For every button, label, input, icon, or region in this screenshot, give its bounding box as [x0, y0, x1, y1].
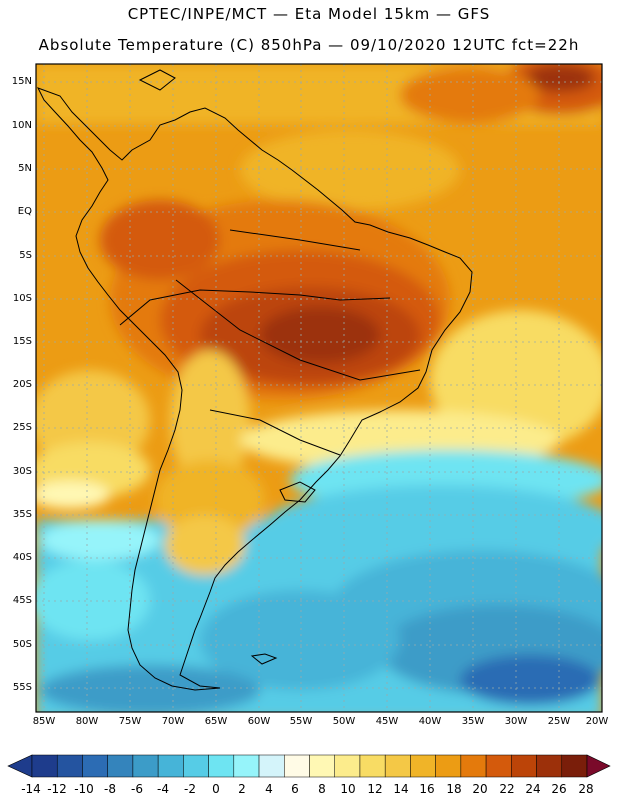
lat-label: 35S: [12, 509, 32, 520]
lat-label: 5S: [19, 250, 32, 261]
colorbar-cell: [309, 754, 335, 778]
colorbar-cell: [82, 754, 108, 778]
colorbar-label: 16: [419, 782, 435, 796]
lat-label: 5N: [18, 163, 32, 174]
colorbar-label: 14: [393, 782, 409, 796]
graticule: [36, 64, 602, 712]
colorbar-label: 12: [367, 782, 383, 796]
colorbar-label: -2: [184, 782, 196, 796]
colorbar-cell: [511, 754, 537, 778]
colorbar-label: 10: [340, 782, 356, 796]
colorbar-cell: [384, 754, 411, 778]
lat-label: EQ: [17, 206, 32, 217]
lat-label: 20S: [12, 379, 32, 390]
colorbar-cell: [359, 754, 386, 778]
colorbar-label: -12: [47, 782, 67, 796]
lon-label: 35W: [461, 716, 485, 727]
colorbar-cell: [233, 754, 260, 778]
coastlines: [36, 69, 473, 691]
lon-label: 40W: [418, 716, 442, 727]
colorbar-label: 8: [318, 782, 326, 796]
temperature-field: [36, 64, 602, 712]
lon-label: 60W: [247, 716, 271, 727]
colorbar: [7, 754, 611, 778]
lon-label: 20W: [585, 716, 609, 727]
colorbar-cell: [485, 754, 512, 778]
lon-label: 70W: [161, 716, 185, 727]
lon-label: 65W: [204, 716, 228, 727]
lon-label: 25W: [547, 716, 571, 727]
lon-label: 85W: [32, 716, 56, 727]
colorbar-label: 24: [525, 782, 541, 796]
colorbar-cell: [183, 754, 209, 778]
lat-label: 30S: [12, 466, 32, 477]
lat-label: 15N: [11, 76, 32, 87]
lat-label: 15S: [12, 336, 32, 347]
colorbar-cell: [435, 754, 462, 778]
colorbar-cell: [132, 754, 159, 778]
colorbar-label: 6: [291, 782, 299, 796]
colorbar-label: 22: [499, 782, 515, 796]
colorbar-label: -14: [21, 782, 41, 796]
colorbar-cell: [561, 754, 588, 778]
map-title-line-1: CPTEC/INPE/MCT — Eta Model 15km — GFS: [127, 5, 491, 23]
colorbar-label: 26: [551, 782, 567, 796]
colorbar-label: 4: [265, 782, 273, 796]
colorbar-over-triangle: [586, 754, 611, 778]
colorbar-cell: [258, 754, 285, 778]
colorbar-label: 0: [212, 782, 220, 796]
colorbar-label: 28: [578, 782, 594, 796]
map-title-line-2: Absolute Temperature (C) 850hPa — 09/10/…: [38, 36, 580, 54]
lon-label: 30W: [504, 716, 528, 727]
colorbar-cell: [460, 754, 487, 778]
map-frame: [35, 63, 603, 713]
lon-label: 75W: [118, 716, 142, 727]
colorbar-label: -8: [104, 782, 116, 796]
colorbar-cell: [334, 754, 361, 778]
lon-label: 50W: [332, 716, 356, 727]
colorbar-label: -6: [131, 782, 143, 796]
colorbar-cell: [284, 754, 310, 778]
colorbar-cell: [157, 754, 184, 778]
lat-label: 10S: [12, 293, 32, 304]
lon-label: 80W: [75, 716, 99, 727]
colorbar-cell: [31, 754, 58, 778]
colorbar-under-triangle: [7, 754, 33, 778]
colorbar-cell: [536, 754, 563, 778]
lat-label: 50S: [12, 639, 32, 650]
colorbar-label: 18: [446, 782, 462, 796]
colorbar-cell: [107, 754, 134, 778]
colorbar-label: -10: [74, 782, 94, 796]
lat-label: 25S: [12, 422, 32, 433]
colorbar-cell: [410, 754, 436, 778]
lon-label: 45W: [375, 716, 399, 727]
lat-label: 45S: [12, 595, 32, 606]
colorbar-cell: [208, 754, 235, 778]
colorbar-cell: [56, 754, 83, 778]
lat-label: 55S: [12, 682, 32, 693]
colorbar-label: -4: [157, 782, 169, 796]
lat-label: 10N: [11, 120, 32, 131]
lon-label: 55W: [289, 716, 313, 727]
colorbar-label: 2: [238, 782, 246, 796]
colorbar-label: 20: [472, 782, 488, 796]
lat-label: 40S: [12, 552, 32, 563]
